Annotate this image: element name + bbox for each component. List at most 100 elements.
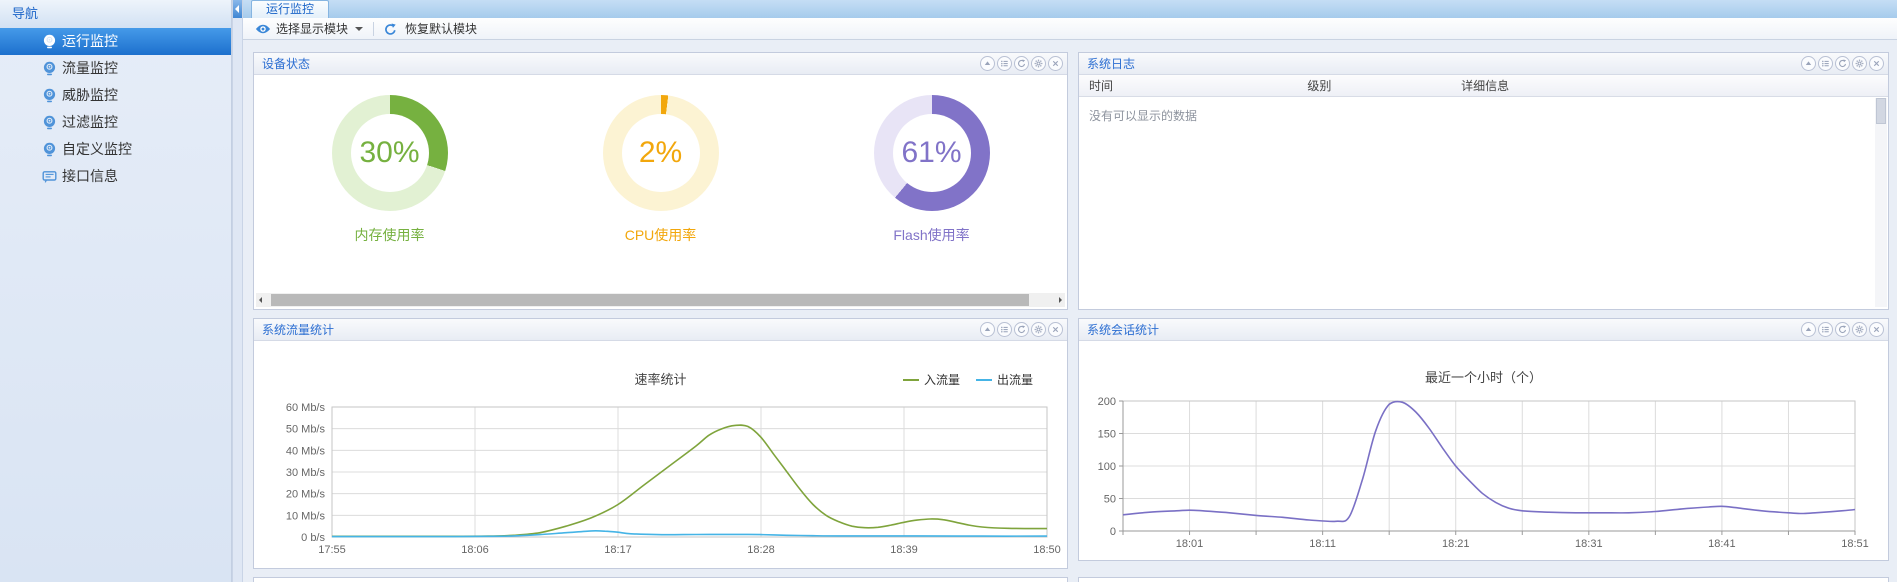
panel-window-buttons: [980, 56, 1063, 71]
svg-text:18:11: 18:11: [1309, 538, 1336, 550]
panel-window-buttons: [1801, 322, 1884, 337]
close-button[interactable]: [1869, 322, 1884, 337]
sidebar-collapse-button[interactable]: [233, 0, 242, 18]
svg-text:150: 150: [1098, 429, 1116, 441]
list-icon: [1000, 59, 1009, 68]
gauge-value: 61%: [901, 136, 962, 169]
refresh-button[interactable]: [1835, 322, 1850, 337]
scroll-left-arrow[interactable]: [256, 293, 270, 307]
collapse-button[interactable]: [980, 322, 995, 337]
list-icon: [1821, 59, 1830, 68]
legend-item[interactable]: 出流量: [975, 371, 1033, 388]
list-button[interactable]: [1818, 322, 1833, 337]
list-button[interactable]: [1818, 56, 1833, 71]
gauge-value: 2%: [638, 136, 683, 169]
toolbar: 选择显示模块 恢复默认模块: [243, 18, 1897, 40]
restore-default-label: 恢复默认模块: [405, 22, 478, 36]
panel-header: 系统流量统计: [254, 319, 1067, 341]
log-scrollbar[interactable]: [1875, 98, 1887, 307]
legend-line-swatch: [975, 378, 992, 381]
gauge-flash-usage: 61% Flash使用率: [796, 95, 1067, 245]
refresh-icon: [1017, 325, 1026, 334]
list-button[interactable]: [997, 322, 1012, 337]
log-column-0: 时间: [1089, 79, 1114, 93]
sidebar-item-threat-monitor[interactable]: 威胁监控: [0, 82, 231, 109]
settings-button[interactable]: [1031, 322, 1046, 337]
sidebar-item-traffic-monitor[interactable]: 流量监控: [0, 55, 231, 82]
legend-label: 出流量: [996, 373, 1033, 387]
close-button[interactable]: [1869, 56, 1884, 71]
sidebar-title: 导航: [0, 0, 231, 28]
sidebar-item-running-monitor[interactable]: 运行监控: [0, 28, 231, 55]
close-button[interactable]: [1048, 322, 1063, 337]
close-icon: [1872, 59, 1881, 68]
refresh-button[interactable]: [1835, 56, 1850, 71]
legend-item[interactable]: 入流量: [902, 371, 960, 388]
gear-icon: [1034, 325, 1043, 334]
close-icon: [1872, 325, 1881, 334]
panel-title: 系统会话统计: [1087, 323, 1160, 337]
monitor-icon: [42, 88, 57, 103]
collapse-icon: [983, 325, 992, 334]
sidebar-item-filter-monitor[interactable]: 过滤监控: [0, 109, 231, 136]
legend-label: 入流量: [923, 373, 960, 387]
svg-text:50 Mb/s: 50 Mb/s: [286, 424, 326, 436]
sidebar-splitter[interactable]: [232, 0, 243, 582]
svg-text:18:17: 18:17: [604, 544, 632, 556]
sidebar-item-custom-monitor[interactable]: 自定义监控: [0, 136, 231, 163]
svg-text:0: 0: [1110, 526, 1116, 538]
tab-running-monitor[interactable]: 运行监控: [251, 0, 330, 18]
device-status-hscrollbar[interactable]: [256, 293, 1065, 307]
gauge-row: 30% 内存使用率 2% CPU使用率 61% Flash使用率: [254, 95, 1067, 245]
collapse-icon: [983, 59, 992, 68]
svg-text:40 Mb/s: 40 Mb/s: [286, 445, 326, 457]
svg-text:60 Mb/s: 60 Mb/s: [286, 402, 326, 414]
sidebar: 导航 运行监控流量监控威胁监控 过滤监控 自定义监控接口信息: [0, 0, 232, 582]
refresh-button[interactable]: [1014, 322, 1029, 337]
chart-title: 最近一个小时（个）: [1424, 370, 1542, 385]
gauge-cpu-usage: 2% CPU使用率: [525, 95, 796, 245]
settings-button[interactable]: [1852, 322, 1867, 337]
refresh-button[interactable]: [1014, 56, 1029, 71]
list-button[interactable]: [997, 56, 1012, 71]
scrollbar-thumb[interactable]: [271, 294, 1029, 306]
refresh-icon: [1838, 325, 1847, 334]
svg-text:200: 200: [1098, 396, 1116, 408]
scroll-right-arrow[interactable]: [1051, 293, 1065, 307]
settings-button[interactable]: [1852, 56, 1867, 71]
donut-ring: 61%: [873, 95, 990, 211]
collapse-button[interactable]: [1801, 56, 1816, 71]
select-modules-button[interactable]: 选择显示模块: [249, 19, 369, 39]
select-modules-label: 选择显示模块: [276, 22, 349, 36]
panel-body: 30% 内存使用率 2% CPU使用率 61% Flash使用率: [254, 75, 1067, 309]
collapse-button[interactable]: [980, 56, 995, 71]
sidebar-item-label: 流量监控: [62, 60, 118, 76]
gauge-label: 内存使用率: [354, 227, 425, 243]
panel-body: 速率统计 入流量 出流量 0 b/s 10 Mb/s 20 Mb/s 30 Mb/s 40…: [254, 341, 1067, 568]
panel-header: 设备状态: [254, 53, 1067, 75]
main-area: 运行监控 选择显示模块 恢复默认模块 设备状态: [243, 0, 1897, 582]
scrollbar-thumb[interactable]: [1876, 98, 1886, 124]
monitor-icon: [42, 61, 57, 76]
svg-text:50: 50: [1104, 494, 1116, 506]
restore-default-button[interactable]: 恢复默认模块: [378, 19, 483, 39]
panel-traffic-stats: 系统流量统计 速率统计 入流量 出流量 0 b/s 10 Mb/s 20 Mb/s 30…: [253, 318, 1068, 569]
collapse-button[interactable]: [1801, 322, 1816, 337]
refresh-icon: [384, 23, 400, 35]
panel-title: 系统流量统计: [262, 323, 335, 337]
settings-button[interactable]: [1031, 56, 1046, 71]
close-button[interactable]: [1048, 56, 1063, 71]
refresh-icon: [1017, 59, 1026, 68]
monitor-icon: [42, 34, 57, 49]
svg-text:18:41: 18:41: [1708, 538, 1736, 550]
panel-window-buttons: [980, 322, 1063, 337]
panel-partial-right: [1078, 577, 1889, 582]
sidebar-item-interface-info[interactable]: 接口信息: [0, 163, 231, 190]
sidebar-nav: 运行监控流量监控威胁监控 过滤监控 自定义监控接口信息: [0, 28, 231, 190]
log-empty-message: 没有可以显示的数据: [1089, 109, 1198, 123]
panel-session-stats: 系统会话统计 最近一个小时（个） 0 50 100 150 200 18:01 18:11 1…: [1078, 318, 1889, 561]
collapse-icon: [1804, 59, 1813, 68]
collapse-icon: [1804, 325, 1813, 334]
log-column-1: 级别: [1307, 79, 1332, 93]
sidebar-item-label: 接口信息: [62, 168, 118, 184]
